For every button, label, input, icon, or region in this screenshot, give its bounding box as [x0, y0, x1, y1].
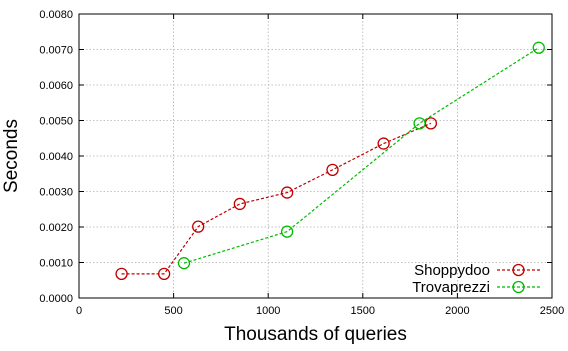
- data-point: [115, 267, 128, 281]
- data-point: [177, 257, 191, 270]
- legend-label: Shoppydoo: [414, 262, 490, 279]
- data-point: [532, 41, 545, 54]
- data-point: [413, 117, 426, 130]
- data-point: [280, 186, 294, 199]
- y-tick-label: 0.0060: [39, 80, 73, 92]
- data-point: [377, 137, 390, 150]
- legend-marker: [512, 263, 525, 277]
- legend-label: Trovaprezzi: [412, 279, 490, 296]
- series-line: [183, 47, 540, 264]
- series-trovaprezzi: [177, 41, 545, 270]
- data-point: [233, 197, 246, 211]
- series-shoppydoo: [115, 117, 438, 281]
- y-axis-label: Seconds: [1, 119, 22, 193]
- y-tick-label: 0.0040: [39, 151, 73, 163]
- series-line: [121, 122, 432, 275]
- data-point: [280, 225, 294, 238]
- x-tick-label: 2500: [540, 305, 564, 317]
- y-tick-label: 0.0010: [39, 258, 73, 270]
- y-tick-label: 0.0050: [39, 116, 73, 128]
- x-tick-label: 1000: [256, 305, 280, 317]
- data-point: [326, 163, 339, 176]
- x-tick-labels: 0 500 1000 1500 2000 2500: [76, 305, 564, 317]
- y-tick-label: 0.0070: [39, 45, 73, 57]
- x-tick-label: 1500: [351, 305, 375, 317]
- x-tick-label: 0: [76, 305, 82, 317]
- x-tick-label: 500: [164, 305, 182, 317]
- y-tick-label: 0.0080: [39, 9, 73, 21]
- data-point: [157, 267, 171, 281]
- y-tick-labels: 0.0000 0.0010 0.0020 0.0030 0.0040 0.0050 0.00…: [39, 9, 73, 305]
- series-layer: [115, 41, 545, 281]
- y-tick-label: 0.0000: [39, 293, 73, 305]
- plot-frame: [78, 13, 553, 299]
- y-tick-label: 0.0030: [39, 187, 73, 199]
- x-axis-label: Thousands of queries: [224, 324, 407, 345]
- data-point: [192, 220, 205, 233]
- x-tick-label: 2000: [445, 305, 469, 317]
- grid-lines: [79, 14, 552, 298]
- y-tick-label: 0.0020: [39, 222, 73, 234]
- legend-marker: [512, 280, 525, 294]
